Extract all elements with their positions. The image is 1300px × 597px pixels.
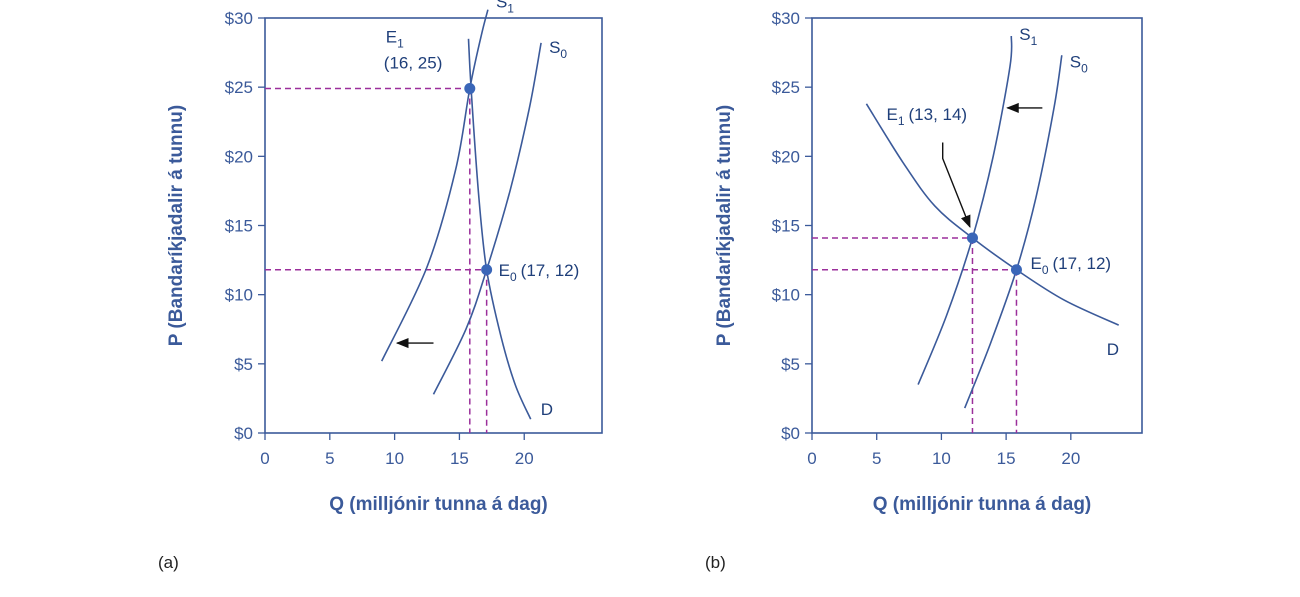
- y-tick-label: $25: [772, 78, 800, 97]
- y-tick-label: $0: [234, 424, 253, 443]
- curve-label-d: D: [541, 400, 553, 419]
- point-label: E0 (17, 12): [499, 261, 580, 284]
- y-tick-label: $30: [772, 9, 800, 28]
- pointer-arrow: [942, 142, 971, 229]
- supply-curve-s0: [432, 42, 542, 395]
- point-label: E0 (17, 12): [1030, 254, 1111, 277]
- point-coords: (16, 25): [384, 54, 443, 73]
- y-axis-title: P (Bandaríkjadalir á tunnu): [714, 105, 735, 346]
- y-tick-label: $15: [225, 217, 253, 236]
- plot-frame: [811, 17, 1143, 434]
- y-tick-label: $25: [225, 78, 253, 97]
- x-tick-label: 15: [997, 449, 1016, 468]
- panel-label: (a): [158, 553, 179, 572]
- curve-label-s0: S0: [1070, 52, 1088, 75]
- y-tick-label: $30: [225, 9, 253, 28]
- chart-panel-b: $0 $5 $10 $15 $20 $25 $30 0 5 10 15 20 Q (milljónir …: [705, 9, 1143, 572]
- plot-frame: [264, 17, 603, 434]
- point-label: E1 (13, 14): [886, 105, 967, 128]
- y-tick-label: $10: [772, 286, 800, 305]
- y-tick-label: $20: [772, 147, 800, 166]
- x-axis-title: Q (milljónir tunna á dag): [329, 494, 548, 515]
- equilibrium-point-e1: [464, 83, 476, 95]
- curve-label-s1: S1: [496, 0, 514, 16]
- equilibrium-point-e0: [1010, 264, 1022, 276]
- y-tick-label: $0: [781, 424, 800, 443]
- y-tick-label: $20: [225, 147, 253, 166]
- x-tick-label: 5: [325, 449, 334, 468]
- x-tick-label: 0: [807, 449, 816, 468]
- x-tick-label: 0: [260, 449, 269, 468]
- curve-label-s0: S0: [549, 38, 567, 61]
- x-tick-label: 20: [515, 449, 534, 468]
- x-tick-label: 15: [450, 449, 469, 468]
- supply-curve-s1: [380, 9, 489, 362]
- x-tick-label: 10: [932, 449, 951, 468]
- supply-curve-s0: [963, 55, 1063, 409]
- equilibrium-point-e1: [966, 232, 978, 244]
- demand-curve: [865, 103, 1120, 326]
- y-tick-label: $15: [772, 217, 800, 236]
- x-tick-label: 10: [385, 449, 404, 468]
- curve-label-d: D: [1107, 340, 1119, 359]
- y-axis-title: P (Bandaríkjadalir á tunnu): [166, 105, 187, 346]
- y-tick-label: $5: [781, 355, 800, 374]
- x-tick-label: 5: [872, 449, 881, 468]
- x-axis-title: Q (milljónir tunna á dag): [873, 494, 1092, 515]
- chart-panel-a: $0 $5 $10 $15 $20 $25 $30 0 5 10 15 20 Q (milljónir …: [158, 0, 603, 572]
- y-tick-label: $10: [225, 286, 253, 305]
- supply-curve-s1: [917, 35, 1013, 385]
- point-label: E1: [386, 28, 404, 51]
- curve-label-s1: S1: [1019, 25, 1037, 48]
- x-tick-label: 20: [1061, 449, 1080, 468]
- y-tick-label: $5: [234, 355, 253, 374]
- panel-label: (b): [705, 553, 726, 572]
- equilibrium-point-e0: [481, 264, 493, 276]
